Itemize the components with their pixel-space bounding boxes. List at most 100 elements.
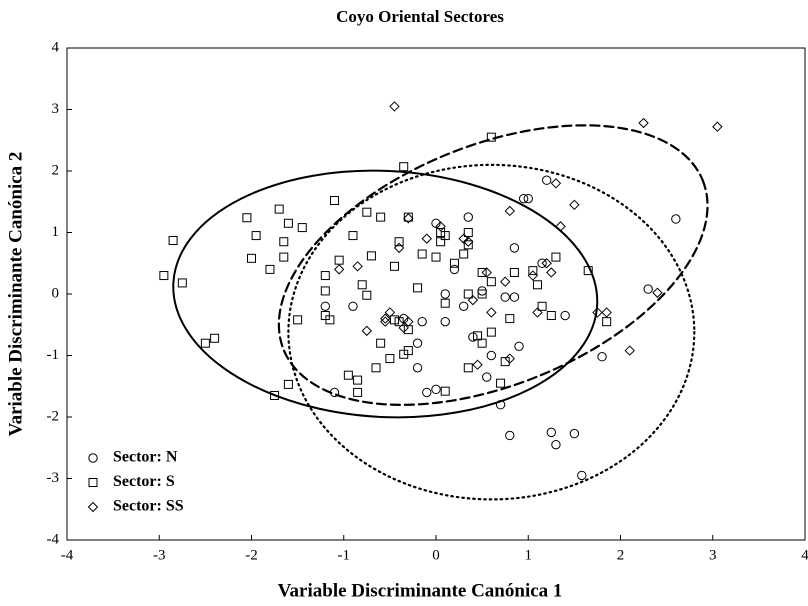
- point: [518, 193, 529, 204]
- point: [546, 427, 557, 438]
- point: [458, 301, 469, 311]
- point: [601, 307, 612, 318]
- point: [389, 261, 399, 271]
- point: [431, 252, 441, 262]
- point: [251, 231, 261, 241]
- point: [473, 331, 483, 341]
- point: [376, 212, 386, 222]
- point: [283, 218, 293, 228]
- point: [362, 290, 372, 300]
- confidence-ellipse: [277, 124, 709, 406]
- point: [449, 264, 460, 275]
- point: [293, 315, 303, 325]
- legend-marker: [88, 453, 98, 463]
- point: [477, 286, 487, 296]
- legend-label: Sector: S: [113, 473, 175, 490]
- point: [537, 258, 547, 268]
- point: [509, 243, 520, 253]
- point: [546, 311, 556, 321]
- point: [472, 359, 483, 370]
- point: [413, 283, 423, 293]
- point: [537, 301, 547, 311]
- point: [463, 363, 473, 373]
- point: [481, 267, 492, 278]
- point: [592, 307, 603, 318]
- point: [435, 221, 446, 232]
- point: [384, 307, 396, 318]
- point: [504, 353, 516, 364]
- point: [532, 280, 542, 290]
- point: [279, 237, 289, 247]
- point: [177, 278, 187, 288]
- point: [463, 236, 474, 247]
- point: [499, 276, 511, 287]
- x-tick-label: 1: [525, 547, 533, 563]
- point: [283, 379, 293, 389]
- point: [528, 266, 538, 276]
- point: [265, 264, 275, 274]
- point: [361, 325, 373, 337]
- point: [541, 258, 552, 269]
- point: [496, 378, 506, 388]
- point: [532, 307, 543, 318]
- point: [468, 332, 478, 342]
- point: [417, 249, 427, 259]
- point: [279, 252, 289, 262]
- point: [569, 428, 580, 439]
- point: [371, 363, 381, 373]
- point: [638, 117, 649, 129]
- point: [486, 350, 497, 361]
- point: [320, 301, 330, 311]
- point: [242, 213, 252, 223]
- point: [320, 271, 330, 281]
- y-tick-label: -4: [47, 531, 60, 547]
- plot-frame: [66, 47, 806, 541]
- point: [477, 289, 487, 299]
- point: [440, 386, 450, 396]
- point: [652, 287, 663, 298]
- point: [436, 228, 446, 237]
- point: [394, 317, 404, 327]
- point: [463, 289, 473, 299]
- point: [333, 264, 345, 275]
- point: [412, 338, 423, 348]
- point: [463, 228, 473, 237]
- point: [583, 266, 593, 276]
- point: [712, 121, 723, 132]
- point: [247, 253, 256, 263]
- point: [550, 178, 562, 189]
- point: [505, 314, 515, 324]
- point: [168, 235, 178, 245]
- point: [643, 284, 653, 294]
- point: [463, 212, 473, 222]
- point: [421, 233, 432, 244]
- y-axis-label: Variable Discriminante Canónica 2: [5, 152, 26, 437]
- point: [297, 223, 307, 233]
- y-tick-label: 0: [52, 285, 60, 301]
- point: [542, 175, 552, 185]
- point: [467, 294, 479, 306]
- x-tick-label: -1: [338, 547, 351, 563]
- point: [458, 233, 469, 244]
- point: [389, 101, 400, 112]
- y-tick-label: 3: [52, 101, 60, 117]
- x-tick-label: -4: [61, 547, 74, 563]
- point: [431, 384, 441, 395]
- point: [393, 242, 405, 254]
- x-tick-label: -3: [153, 547, 166, 563]
- point: [555, 221, 566, 232]
- point: [352, 261, 363, 272]
- legend-marker: [87, 501, 99, 513]
- legend-label: Sector: N: [113, 449, 178, 466]
- legend-marker: [88, 478, 98, 487]
- point: [486, 277, 496, 287]
- point: [389, 315, 399, 325]
- point: [509, 267, 519, 277]
- point: [482, 372, 492, 382]
- point: [505, 430, 515, 441]
- point: [449, 258, 459, 268]
- point: [463, 240, 473, 250]
- point: [403, 212, 413, 222]
- point: [385, 354, 395, 364]
